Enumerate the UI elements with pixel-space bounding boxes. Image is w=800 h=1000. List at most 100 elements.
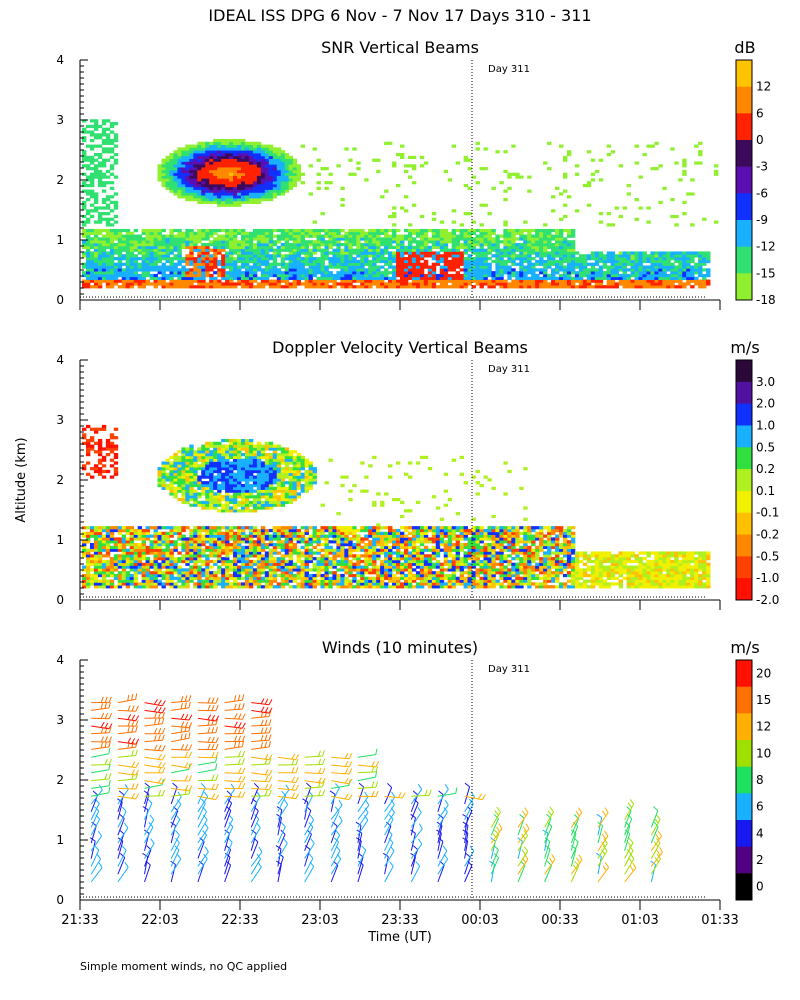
snr-cell <box>376 243 381 247</box>
snr-cell <box>543 231 548 235</box>
velocity-cell <box>181 579 186 583</box>
velocity-cell <box>161 554 166 558</box>
snr-cell <box>674 276 679 280</box>
snr-cell <box>555 186 560 190</box>
velocity-cell <box>177 481 182 485</box>
velocity-cell <box>93 528 99 533</box>
velocity-cell <box>217 531 222 535</box>
velocity-cell <box>177 585 182 589</box>
snr-cell <box>181 172 186 176</box>
snr-cell <box>674 265 679 269</box>
snr-cell <box>574 265 580 269</box>
velocity-cell <box>101 559 107 564</box>
snr-cell <box>221 285 226 289</box>
snr-cell <box>221 198 226 202</box>
snr-cell <box>101 130 107 134</box>
snr-cell <box>260 282 266 286</box>
snr-cell <box>189 158 194 162</box>
velocity-cell <box>181 540 186 544</box>
snr-cell <box>539 268 544 272</box>
velocity-cell <box>101 582 107 586</box>
snr-cell <box>491 240 496 244</box>
velocity-cell <box>93 427 99 431</box>
snr-cell <box>396 240 401 244</box>
snr-cell <box>97 254 103 258</box>
velocity-cell <box>161 582 166 586</box>
snr-cell <box>157 164 162 168</box>
velocity-cell <box>113 427 119 431</box>
velocity-cell <box>105 526 111 530</box>
velocity-cell <box>105 528 111 533</box>
snr-cell <box>507 231 512 235</box>
snr-cell <box>225 161 230 165</box>
velocity-cell <box>221 503 226 507</box>
snr-cell <box>388 251 393 255</box>
snr-cell <box>276 158 282 162</box>
snr-cell <box>388 282 393 286</box>
snr-cell <box>125 237 131 241</box>
snr-cell <box>169 262 174 266</box>
velocity-cell <box>173 478 178 482</box>
snr-cell <box>547 251 552 255</box>
snr-cell <box>169 183 174 188</box>
snr-cell <box>272 172 278 176</box>
snr-cell <box>336 276 341 280</box>
snr-cell <box>527 265 532 269</box>
snr-cell <box>173 262 178 266</box>
velocity-cell <box>101 424 107 429</box>
velocity-cell <box>93 579 99 583</box>
snr-cell <box>248 237 254 241</box>
velocity-cell <box>133 537 139 541</box>
snr-cell <box>547 245 552 250</box>
snr-cell <box>117 273 123 278</box>
snr-cell <box>479 265 484 269</box>
snr-cell <box>519 282 524 286</box>
snr-cell <box>658 254 663 258</box>
snr-cell <box>280 279 286 283</box>
snr-cell <box>419 271 425 275</box>
snr-cell <box>85 257 91 261</box>
velocity-cell <box>165 475 170 479</box>
snr-cell <box>217 203 222 207</box>
snr-cell <box>380 257 385 261</box>
snr-cell <box>185 155 190 160</box>
snr-cell <box>121 237 127 241</box>
velocity-cell <box>105 562 111 566</box>
snr-cell <box>244 172 250 176</box>
snr-cell <box>244 155 250 160</box>
snr-cell <box>101 234 107 238</box>
snr-cell <box>229 175 234 179</box>
snr-cell <box>320 248 325 252</box>
velocity-cell <box>209 559 214 564</box>
snr-cell <box>686 279 691 283</box>
snr-cell <box>519 245 524 250</box>
snr-cell <box>586 183 592 188</box>
snr-cell <box>495 271 500 275</box>
snr-cell <box>566 282 572 286</box>
snr-cell <box>475 262 480 266</box>
snr-cell <box>618 279 624 283</box>
snr-cell <box>93 234 99 238</box>
velocity-cell <box>217 498 222 502</box>
snr-cell <box>189 257 194 261</box>
snr-cell <box>535 237 540 241</box>
snr-cell <box>252 144 258 148</box>
velocity-cell <box>185 559 190 564</box>
snr-cell <box>535 262 540 266</box>
snr-cell <box>682 285 687 289</box>
snr-cell <box>503 189 508 193</box>
snr-cell <box>535 259 540 264</box>
snr-cell <box>241 279 246 283</box>
velocity-cell <box>165 464 170 468</box>
snr-cell <box>292 243 298 247</box>
snr-cell <box>622 262 627 266</box>
snr-cell <box>368 265 373 269</box>
velocity-cell <box>157 475 162 479</box>
snr-cell <box>260 158 266 162</box>
snr-cell <box>217 181 222 185</box>
snr-cell <box>233 158 238 162</box>
snr-cell <box>109 164 115 168</box>
velocity-cell <box>205 461 210 465</box>
velocity-cell <box>145 557 150 561</box>
snr-cell <box>276 155 282 160</box>
